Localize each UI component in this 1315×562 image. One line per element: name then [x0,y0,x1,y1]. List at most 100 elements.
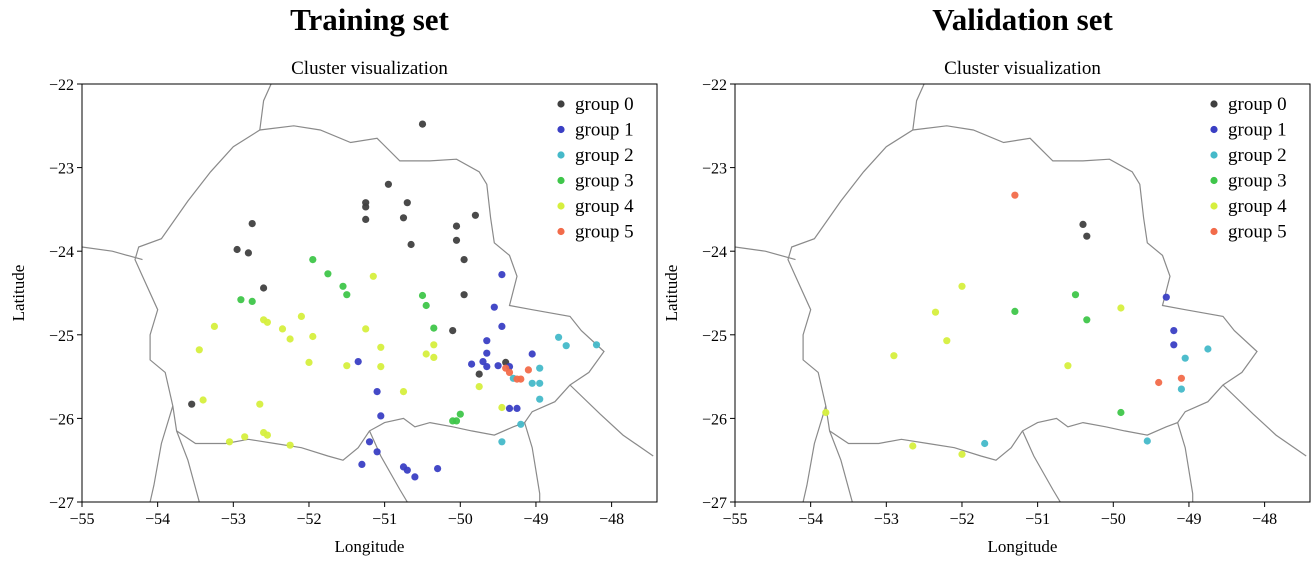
x-tick-label: −55 [69,511,94,528]
point-group-4 [377,363,385,371]
point-group-0 [407,240,415,249]
y-tick-label: −25 [702,328,727,345]
point-group-0 [452,222,461,230]
neighbor-border [176,430,200,502]
point-group-3 [343,291,351,299]
legend-entry: group 3 [575,171,634,192]
neighbor-border [735,246,796,261]
point-group-1 [505,404,514,412]
point-group-4 [362,325,370,333]
legend-entry: group 4 [1228,196,1287,217]
point-group-1 [498,271,506,279]
x-tick-label: −53 [221,511,246,528]
point-group-0 [460,291,468,299]
neighbor-border [802,405,827,502]
point-group-1 [358,460,366,468]
neighbor-border [524,422,541,502]
point-group-5 [1011,191,1019,199]
y-tick-label: −26 [49,411,74,428]
point-group-2 [536,364,544,372]
point-group-3 [1011,307,1019,315]
x-tick-label: −55 [722,511,747,528]
point-group-0 [1083,232,1091,240]
legend-entry: group 3 [1228,171,1287,192]
point-group-0 [449,327,457,335]
neighbor-border [82,246,143,261]
map-outline [82,84,654,502]
point-group-4 [343,362,351,370]
point-group-2 [1181,354,1189,362]
scatter-points [822,191,1212,458]
x-tick-label: −49 [523,511,548,528]
point-group-2 [1143,437,1151,445]
point-group-2 [555,333,563,341]
point-group-4 [278,325,287,333]
point-group-4 [309,332,317,341]
neighbor-border [912,84,925,131]
neighbor-border [1222,384,1307,457]
neighbor-border [149,405,174,502]
point-group-2 [592,341,601,349]
neighbor-border [569,384,654,457]
legend: group 0 group 1 group 2 group 3 group 4 group… [557,94,634,243]
point-group-3 [1071,291,1080,299]
point-group-1 [490,303,498,311]
point-group-5 [524,366,533,374]
x-tick-label: −52 [296,511,321,528]
axes-frame [81,83,658,503]
point-group-3 [237,296,245,304]
point-group-0 [452,236,461,244]
legend-marker [557,125,565,134]
point-group-3 [456,410,464,418]
point-group-1 [494,362,502,370]
legend: group 0 group 1 group 2 group 3 group 4 group… [1210,94,1287,243]
y-tick-label: −23 [702,161,727,178]
panel-title-training: Training set [290,2,449,37]
y-tick-label: −22 [49,77,74,94]
point-group-2 [517,420,525,428]
point-group-4 [263,318,271,326]
chart-subtitle: Cluster visualization [944,58,1101,79]
x-tick-label: −48 [1252,511,1277,528]
legend-marker [1210,227,1218,236]
neighbor-border [1177,422,1194,502]
point-group-3 [422,301,430,310]
point-group-4 [369,272,377,280]
legend-entry: group 1 [1228,120,1287,141]
point-group-4 [890,352,898,360]
map-outline [735,84,1307,502]
point-group-2 [562,342,570,350]
y-tick-label: −24 [49,244,74,261]
point-group-4 [943,337,951,345]
panel-0: Cluster visualization −55 −54 −53 −52 −51 −50 −… [9,58,658,556]
point-group-1 [1170,341,1178,349]
point-group-1 [1162,293,1170,301]
state-border [134,125,605,461]
y-axis-label: Latitude [9,265,28,322]
legend-entry: group 5 [1228,222,1287,243]
x-tick-label: −54 [145,511,170,528]
point-group-0 [260,284,268,292]
point-group-0 [471,211,479,219]
point-group-3 [248,297,256,305]
point-group-5 [505,368,514,376]
point-group-1 [1170,327,1178,335]
x-tick-label: −52 [949,511,974,528]
point-group-1 [479,358,487,366]
point-group-4 [286,335,294,343]
y-tick-label: −26 [702,411,727,428]
point-group-4 [195,346,203,354]
point-group-0 [244,249,252,257]
point-group-1 [483,337,491,345]
chart-subtitle: Cluster visualization [291,58,448,79]
y-tick-label: −27 [702,495,727,512]
point-group-3 [1083,316,1091,324]
point-group-1 [468,360,476,368]
point-group-5 [1177,374,1185,382]
point-group-4 [498,403,506,412]
legend-marker [1210,100,1218,108]
point-group-4 [958,450,966,458]
point-group-0 [418,120,427,128]
legend-marker [557,227,565,236]
scatter-points [188,120,601,481]
